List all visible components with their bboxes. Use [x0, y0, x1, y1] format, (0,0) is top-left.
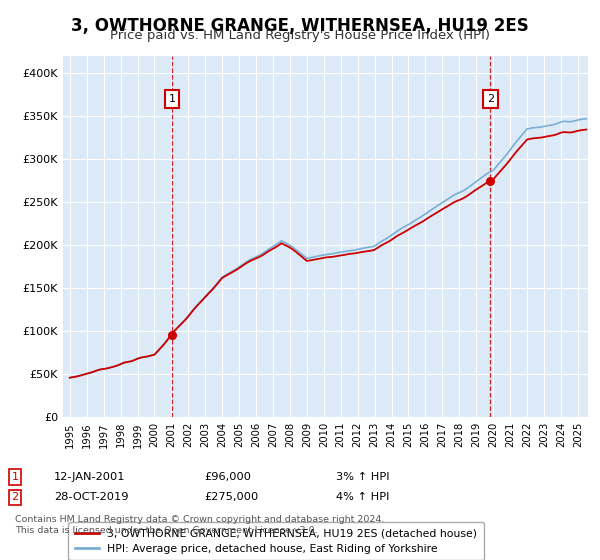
Text: 1: 1: [169, 94, 176, 104]
Text: 4% ↑ HPI: 4% ↑ HPI: [336, 492, 389, 502]
Text: £96,000: £96,000: [204, 472, 251, 482]
Legend: 3, OWTHORNE GRANGE, WITHERNSEA, HU19 2ES (detached house), HPI: Average price, d: 3, OWTHORNE GRANGE, WITHERNSEA, HU19 2ES…: [68, 522, 484, 560]
Text: This data is licensed under the Open Government Licence v3.0.: This data is licensed under the Open Gov…: [15, 526, 317, 535]
Text: 12-JAN-2001: 12-JAN-2001: [54, 472, 125, 482]
Text: 1: 1: [11, 472, 19, 482]
Text: £275,000: £275,000: [204, 492, 258, 502]
Text: 2: 2: [487, 94, 494, 104]
Text: 3, OWTHORNE GRANGE, WITHERNSEA, HU19 2ES: 3, OWTHORNE GRANGE, WITHERNSEA, HU19 2ES: [71, 17, 529, 35]
Text: 28-OCT-2019: 28-OCT-2019: [54, 492, 128, 502]
Text: Price paid vs. HM Land Registry's House Price Index (HPI): Price paid vs. HM Land Registry's House …: [110, 29, 490, 42]
Text: 2: 2: [11, 492, 19, 502]
Text: 3% ↑ HPI: 3% ↑ HPI: [336, 472, 389, 482]
Text: Contains HM Land Registry data © Crown copyright and database right 2024.: Contains HM Land Registry data © Crown c…: [15, 515, 385, 524]
